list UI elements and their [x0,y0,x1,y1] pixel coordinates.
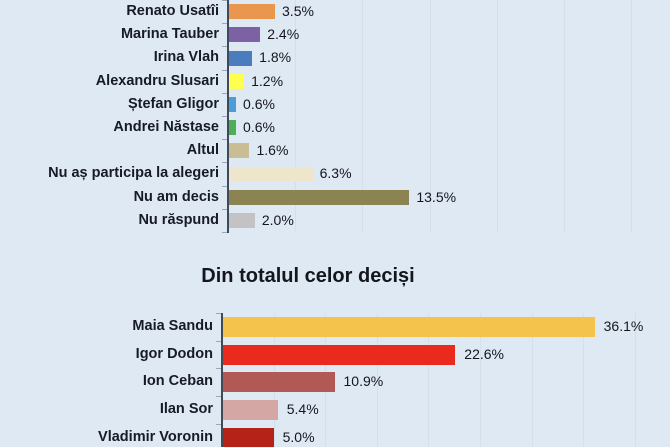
axis-tick [222,162,227,163]
gridline [428,313,430,447]
bar [228,143,250,159]
bar [222,427,274,447]
gridline [376,313,378,447]
category-label: Alexandru Slusari [95,72,219,89]
gridline [480,313,482,447]
value-label: 10.9% [343,373,384,390]
axis-tick [222,93,227,94]
axis-tick [222,209,227,210]
bar [228,212,255,228]
axis-tick [216,424,221,425]
bar [222,344,456,365]
gridline [362,0,364,233]
gridline [631,0,633,233]
axis-tick [222,186,227,187]
bar [228,120,237,136]
category-axis-line [221,313,223,447]
category-label: Nu aș participa la alegeri [48,165,219,182]
value-label: 2.0% [261,211,294,228]
category-label: Ștefan Gligor [127,95,219,112]
category-label: Nu am decis [133,188,219,205]
category-label: Marina Tauber [120,26,219,43]
bar [228,189,410,205]
axis-tick [222,0,227,1]
chart-first-preference: Renato Usatîi 3.5% Marina Tauber 2.4% Irina … [48,0,633,233]
value-label: 1.6% [256,142,289,159]
axis-tick [222,139,227,140]
gridline [634,313,636,447]
axis-tick [222,46,227,47]
axis-tick [222,232,227,233]
chart-decided-voters: Maia Sandu 36.1% Igor Dodon 22.6% Ion Ceban 1… [0,313,670,447]
value-label: 5.4% [286,401,319,418]
bar [228,27,261,43]
category-label: Irina Vlah [153,49,219,66]
category-label: Ion Ceban [142,373,213,390]
category-label: Nu răspund [138,211,219,228]
bar [222,316,595,337]
value-label: 1.8% [259,49,292,66]
axis-tick [222,23,227,24]
value-label: 1.2% [251,72,284,89]
axis-tick [216,396,221,397]
axis-tick [216,368,221,369]
gridline [295,0,297,233]
category-label: Andrei Năstase [113,119,219,135]
category-axis-line [227,0,229,233]
value-label: 2.4% [267,26,300,43]
gridline [583,313,585,447]
gridline [496,0,498,233]
chart-title: Din totalul celor deciși [201,265,415,287]
axis-tick [216,313,221,314]
value-label: 22.6% [464,345,504,362]
axis-tick [216,341,221,342]
bar [228,50,253,66]
bar [228,4,276,20]
value-label: 3.5% [282,3,314,19]
category-label: Igor Dodon [135,345,213,362]
value-label: 36.1% [603,318,644,334]
bar [222,372,335,393]
bar [228,166,313,182]
gridline [563,0,565,233]
category-label: Ilan Sor [159,401,213,418]
gridline [429,0,431,233]
bar [228,96,237,112]
bar [222,399,278,420]
gridline [531,313,533,447]
value-label: 0.6% [243,119,275,135]
value-label: 5.0% [282,428,315,445]
category-label: Renato Usatîi [126,3,219,19]
axis-tick [222,116,227,117]
axis-tick [222,70,227,71]
category-label: Altul [186,142,219,159]
category-label: Vladimir Voronin [98,428,213,445]
value-label: 13.5% [416,188,457,205]
value-label: 0.6% [243,95,275,112]
category-label: Maia Sandu [132,318,213,334]
value-label: 6.3% [319,165,352,182]
bar [228,73,245,89]
